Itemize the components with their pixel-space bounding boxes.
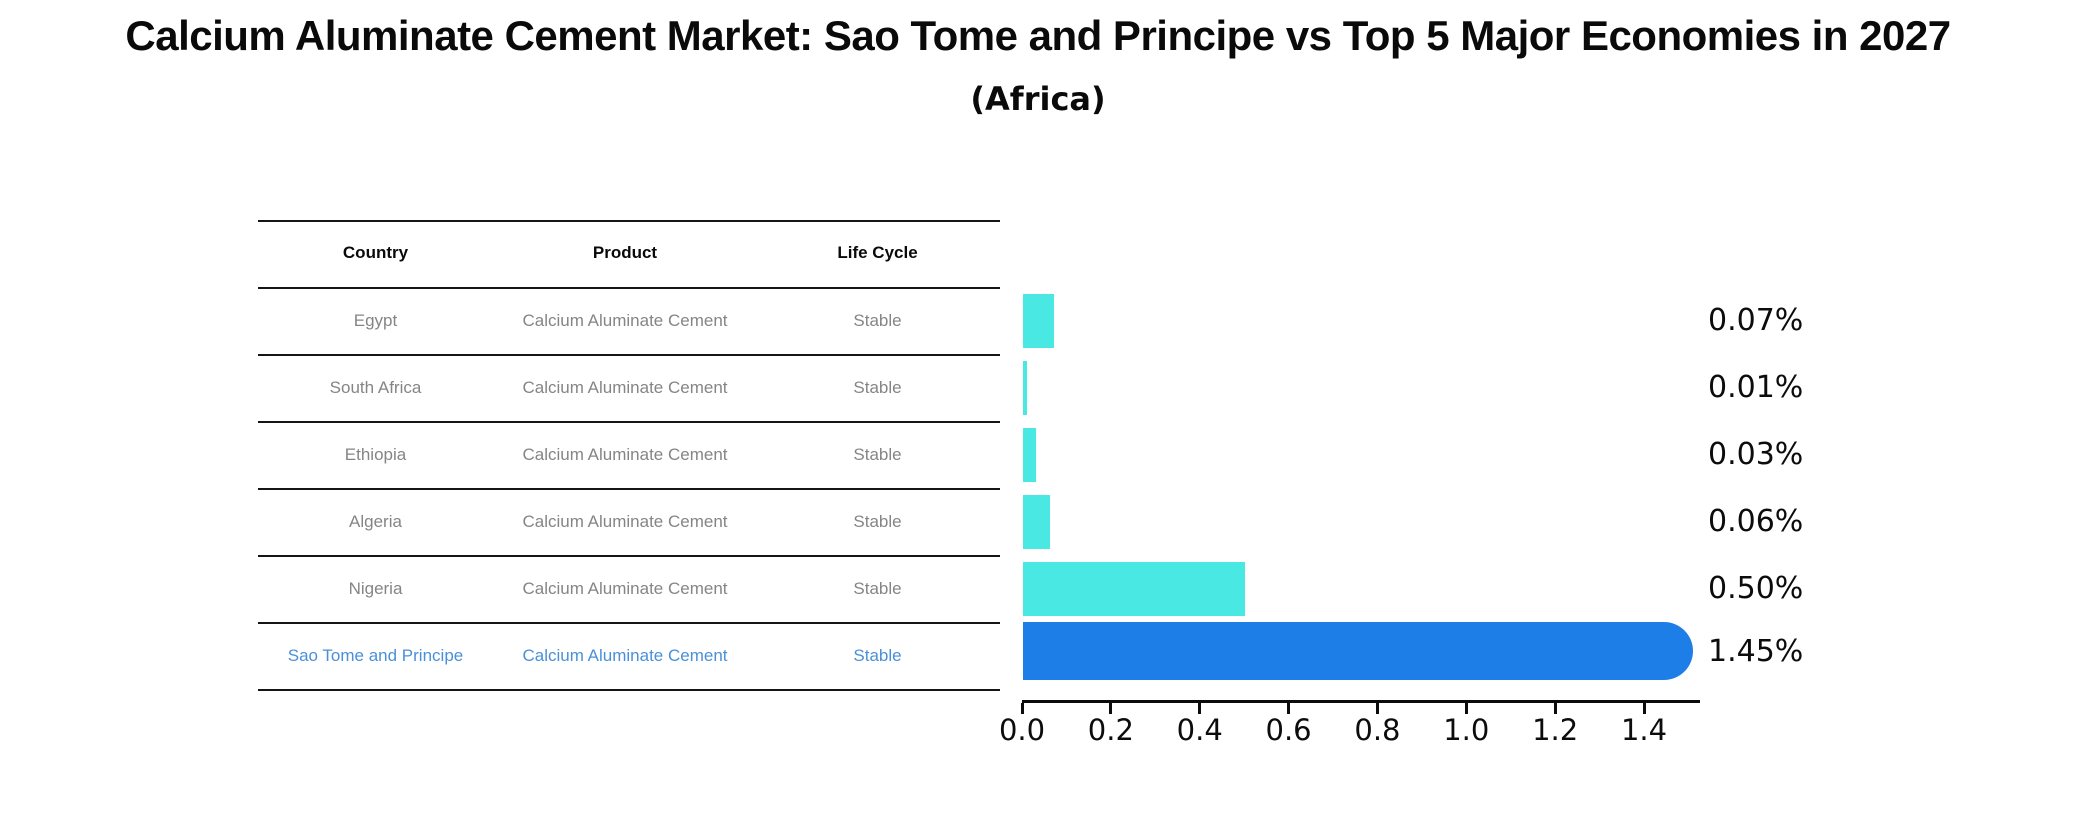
- cell-life-cycle: Stable: [853, 445, 902, 464]
- x-axis-tick-label: 0.6: [1265, 713, 1312, 747]
- cell-country: Sao Tome and Principe: [287, 646, 464, 665]
- value-label: 1.45%: [1708, 634, 1804, 669]
- page-title: Calcium Aluminate Cement Market: Sao Tom…: [125, 12, 1951, 59]
- bar-ethiopia: [1023, 428, 1036, 482]
- bar-algeria: [1023, 495, 1050, 549]
- value-label: 0.03%: [1708, 437, 1804, 472]
- bar-egypt: [1023, 294, 1054, 348]
- table-line: [258, 622, 1000, 624]
- x-axis-tick: [1109, 703, 1113, 714]
- table-line: [258, 689, 1000, 691]
- x-axis-tick: [1287, 703, 1291, 714]
- bar-south-africa: [1023, 361, 1027, 415]
- value-label: 0.07%: [1708, 303, 1804, 338]
- x-axis-tick-label: 0.2: [1087, 713, 1134, 747]
- page-subtitle: (Africa): [970, 80, 1106, 118]
- cell-life-cycle: Stable: [853, 646, 902, 665]
- table-header-life-cycle: Life Cycle: [837, 243, 918, 262]
- cell-product: Calcium Aluminate Cement: [522, 311, 728, 330]
- table-header-country: Country: [342, 243, 409, 262]
- cell-life-cycle: Stable: [853, 311, 902, 330]
- table-line: [258, 555, 1000, 557]
- bar-nigeria: [1023, 562, 1245, 616]
- table-line: [258, 220, 1000, 222]
- x-axis-tick-label: 1.4: [1620, 713, 1668, 747]
- bar-sao-tome-and-principe: [1023, 622, 1693, 680]
- table-line: [258, 287, 1000, 289]
- cell-country: Nigeria: [348, 579, 403, 598]
- x-axis-tick: [1553, 703, 1557, 714]
- cell-product: Calcium Aluminate Cement: [522, 445, 728, 464]
- cell-life-cycle: Stable: [853, 378, 902, 397]
- cell-product: Calcium Aluminate Cement: [522, 579, 728, 598]
- x-axis-tick: [1464, 703, 1468, 714]
- table-line: [258, 488, 1000, 490]
- cell-product: Calcium Aluminate Cement: [522, 512, 728, 531]
- cell-country: Ethiopia: [344, 445, 407, 464]
- x-axis-tick-label: 0.8: [1354, 713, 1401, 747]
- x-axis-tick-label: 1.0: [1443, 713, 1490, 747]
- cell-country: Egypt: [353, 311, 398, 330]
- x-axis-tick-label: 0.0: [998, 713, 1046, 747]
- value-label: 0.50%: [1708, 571, 1804, 606]
- x-axis-line: [1022, 700, 1700, 703]
- cell-product: Calcium Aluminate Cement: [522, 378, 728, 397]
- value-label: 0.01%: [1708, 370, 1804, 405]
- cell-life-cycle: Stable: [853, 579, 902, 598]
- value-label: 0.06%: [1708, 504, 1804, 539]
- cell-country: Algeria: [349, 512, 402, 531]
- x-axis-tick: [1198, 703, 1202, 714]
- x-axis-tick: [1375, 703, 1379, 714]
- x-axis-tick-label: 1.2: [1532, 713, 1579, 747]
- table-header-product: Product: [592, 243, 658, 262]
- x-axis-tick: [1642, 703, 1646, 714]
- cell-country: South Africa: [329, 378, 422, 397]
- table-line: [258, 421, 1000, 423]
- cell-life-cycle: Stable: [853, 512, 902, 531]
- table-line: [258, 354, 1000, 356]
- x-axis-tick: [1020, 703, 1024, 714]
- x-axis-tick-label: 0.4: [1176, 713, 1223, 747]
- cell-product: Calcium Aluminate Cement: [522, 646, 728, 665]
